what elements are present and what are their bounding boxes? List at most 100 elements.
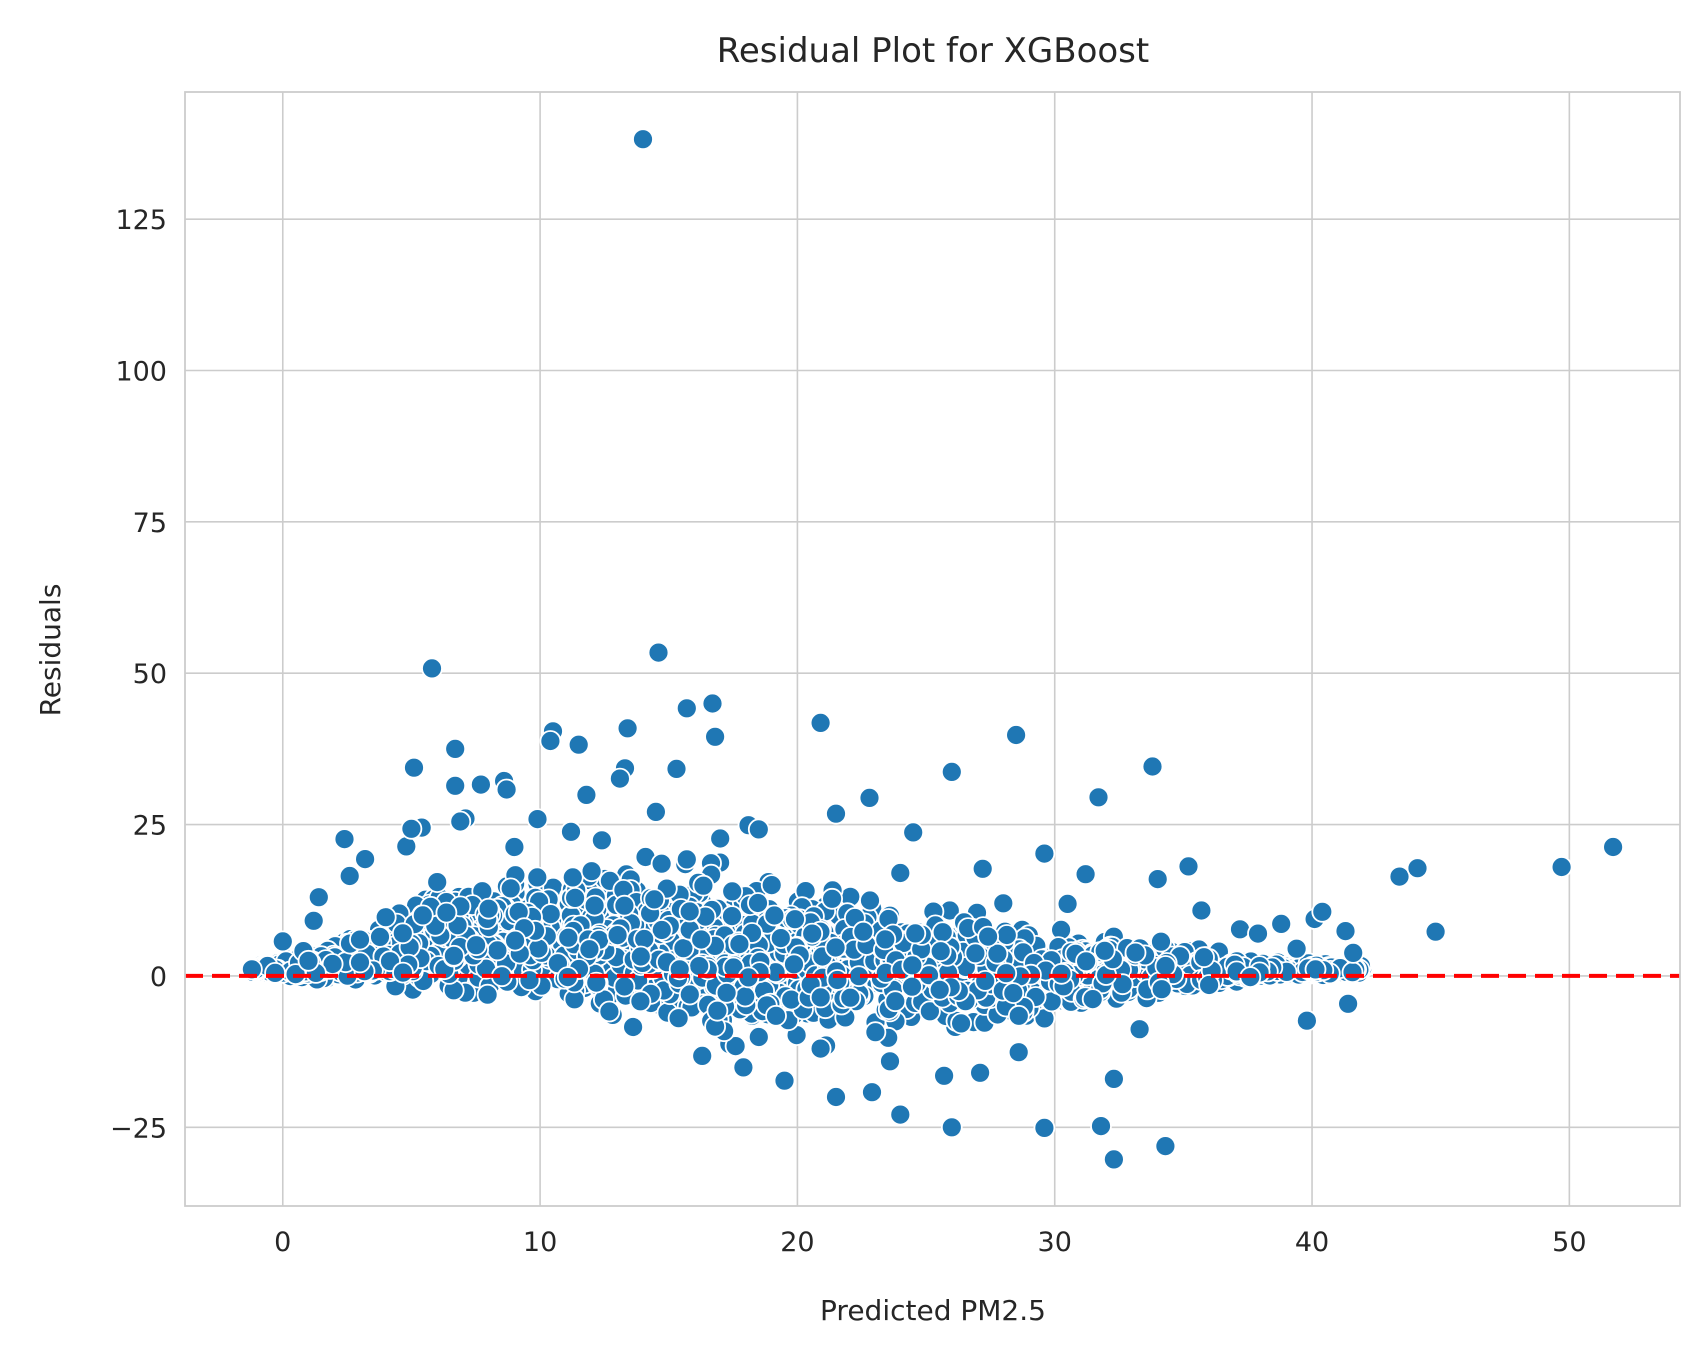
scatter-point bbox=[884, 990, 907, 1013]
scatter-point bbox=[809, 1037, 832, 1060]
scatter-point bbox=[302, 909, 325, 932]
scatter-point bbox=[809, 986, 832, 1009]
scatter-point bbox=[1002, 982, 1025, 1004]
scatter-point bbox=[784, 908, 806, 931]
scatter-point bbox=[821, 887, 843, 910]
scatter-point bbox=[1334, 920, 1357, 942]
scatter-point bbox=[578, 938, 601, 961]
y-tick-label: 0 bbox=[150, 962, 167, 993]
scatter-point bbox=[349, 951, 371, 974]
scatter-point bbox=[691, 1045, 714, 1067]
scatter-point bbox=[824, 936, 847, 959]
scatter-point bbox=[1005, 724, 1027, 746]
scatter-point bbox=[1296, 1009, 1318, 1032]
scatter-point bbox=[678, 983, 701, 1006]
scatter-point bbox=[675, 848, 698, 871]
scatter-point bbox=[1050, 962, 1073, 985]
scatter-point bbox=[889, 1103, 912, 1126]
scatter-point bbox=[747, 1026, 770, 1048]
scatter-point bbox=[518, 969, 541, 992]
scatter-point bbox=[901, 954, 924, 977]
scatter-point bbox=[1033, 1117, 1056, 1139]
scatter-point bbox=[732, 1056, 755, 1079]
scatter-point bbox=[629, 990, 652, 1013]
scatter-point bbox=[374, 906, 397, 929]
scatter-point bbox=[825, 802, 847, 825]
scatter-points bbox=[240, 128, 1624, 1171]
scatter-point bbox=[499, 877, 522, 900]
scatter-point bbox=[469, 773, 492, 796]
scatter-point bbox=[1090, 1115, 1112, 1137]
scatter-point bbox=[526, 808, 549, 830]
scatter-point bbox=[928, 978, 951, 1001]
scatter-point bbox=[391, 922, 414, 945]
scatter-point bbox=[1311, 900, 1334, 923]
scatter-point bbox=[539, 730, 562, 752]
scatter-point bbox=[1007, 1041, 1030, 1064]
scatter-point bbox=[477, 897, 500, 920]
scatter-point bbox=[650, 852, 673, 875]
scatter-point bbox=[721, 905, 743, 927]
scatter-point bbox=[1229, 918, 1251, 941]
scatter-point bbox=[940, 761, 963, 783]
scatter-point bbox=[1075, 950, 1097, 973]
scatter-point bbox=[688, 955, 711, 977]
scatter-point bbox=[874, 928, 897, 951]
scatter-point bbox=[1081, 988, 1104, 1010]
scatter-point bbox=[1111, 973, 1134, 996]
scatter-point bbox=[449, 810, 472, 833]
scatter-point bbox=[392, 961, 414, 984]
scatter-point bbox=[400, 817, 423, 840]
scatter-point bbox=[504, 929, 526, 952]
scatter-point bbox=[734, 985, 757, 1008]
scatter-point bbox=[426, 871, 449, 893]
scatter-point bbox=[715, 981, 738, 1004]
scatter-point bbox=[1093, 939, 1116, 962]
scatter-point bbox=[1177, 855, 1200, 878]
y-tick-label: −25 bbox=[110, 1113, 167, 1144]
y-tick-label: 50 bbox=[133, 659, 167, 690]
scatter-point bbox=[859, 889, 881, 912]
scatter-point bbox=[995, 924, 1018, 946]
scatter-point bbox=[1270, 913, 1293, 935]
scatter-point bbox=[297, 949, 320, 972]
scatter-point bbox=[1550, 856, 1573, 878]
scatter-point bbox=[879, 1050, 901, 1073]
scatter-point bbox=[622, 1016, 644, 1038]
scatter-point bbox=[929, 940, 952, 963]
x-axis-label: Predicted PM2.5 bbox=[820, 1294, 1046, 1327]
scatter-point bbox=[442, 944, 465, 967]
scatter-point bbox=[763, 904, 786, 927]
scatter-point bbox=[476, 983, 499, 1006]
scatter-point bbox=[349, 928, 371, 951]
scatter-point bbox=[575, 784, 598, 806]
scatter-point bbox=[728, 933, 751, 955]
scatter-point bbox=[1103, 1148, 1125, 1171]
scatter-point bbox=[591, 829, 613, 852]
scatter-point bbox=[616, 717, 639, 740]
x-tick-label: 10 bbox=[523, 1227, 557, 1258]
scatter-point bbox=[864, 1021, 887, 1044]
scatter-point bbox=[826, 969, 849, 991]
scatter-point bbox=[769, 927, 792, 949]
scatter-point bbox=[632, 128, 654, 151]
scatter-point bbox=[633, 928, 656, 950]
y-tick-label: 75 bbox=[133, 508, 167, 539]
scatter-point bbox=[1150, 978, 1173, 1001]
scatter-point bbox=[411, 904, 434, 927]
scatter-point bbox=[665, 758, 688, 780]
scatter-point bbox=[527, 937, 550, 960]
scatter-point bbox=[645, 801, 667, 823]
scatter-point bbox=[444, 738, 467, 760]
x-tick-label: 40 bbox=[1295, 1227, 1329, 1258]
x-tick-labels: 0 10 20 30 40 50 bbox=[274, 1227, 1586, 1258]
scatter-point bbox=[995, 962, 1018, 985]
scatter-point bbox=[1337, 992, 1359, 1015]
scatter-point bbox=[444, 774, 467, 797]
scatter-point bbox=[580, 860, 603, 883]
scatter-point bbox=[701, 692, 724, 715]
scatter-point bbox=[503, 836, 526, 858]
scatter-point bbox=[564, 887, 586, 909]
scatter-point bbox=[940, 1116, 963, 1139]
scatter-point bbox=[667, 1007, 690, 1030]
